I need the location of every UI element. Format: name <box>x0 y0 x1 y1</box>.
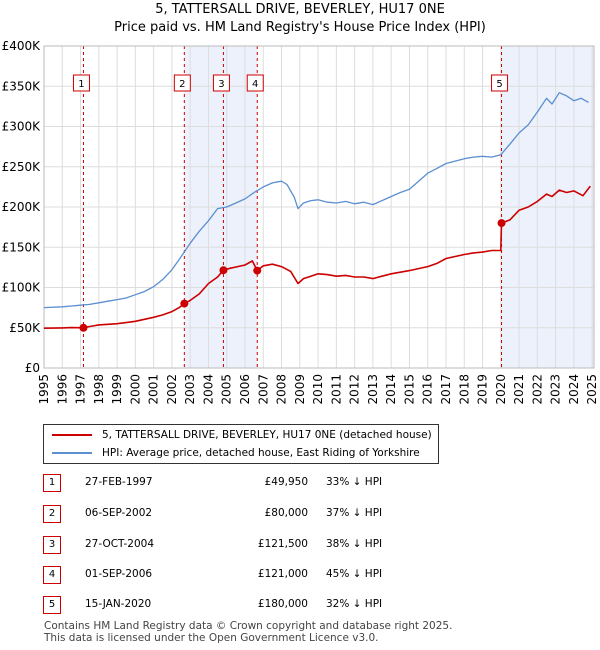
x-tick-label: 1999 <box>110 374 124 405</box>
transaction-row: 1 27-FEB-1997 £49,950 33% ↓ HPI <box>43 474 563 494</box>
x-tick-label: 2013 <box>366 374 380 405</box>
transaction-hpi: 33% ↓ HPI <box>326 476 383 488</box>
x-tick-label: 2006 <box>238 374 252 405</box>
sale-number-box <box>173 74 191 92</box>
x-tick-label: 2019 <box>476 374 490 405</box>
x-tick-label: 2021 <box>512 374 526 405</box>
y-tick-label: £250K <box>2 160 42 174</box>
legend-swatch-hpi <box>52 452 92 454</box>
x-tick-label: 2025 <box>585 374 599 405</box>
x-tick-label: 2016 <box>421 374 435 405</box>
x-tick-label: 2004 <box>201 374 215 405</box>
y-tick-label: £100K <box>2 281 42 295</box>
x-tick-label: 2007 <box>256 374 270 405</box>
sale-number-label: 2 <box>179 79 185 90</box>
transaction-number: 1 <box>43 474 61 492</box>
x-tick-label: 2002 <box>165 374 179 405</box>
transaction-date: 01-SEP-2006 <box>85 568 153 580</box>
transaction-hpi: 45% ↓ HPI <box>326 568 383 580</box>
legend: 5, TATTERSALL DRIVE, BEVERLEY, HU17 0NE … <box>43 424 439 464</box>
transaction-row: 2 06-SEP-2002 £80,000 37% ↓ HPI <box>43 505 563 525</box>
transaction-price: £49,950 <box>264 476 308 488</box>
sale-number-box <box>72 74 90 92</box>
x-tick-label: 2020 <box>494 374 508 405</box>
y-tick-label: £300K <box>2 120 42 134</box>
sale-number-label: 1 <box>78 79 84 90</box>
sale-point <box>497 219 506 228</box>
sale-point <box>79 323 88 332</box>
x-tick-label: 2015 <box>402 374 416 405</box>
x-tick-label: 2009 <box>293 374 307 405</box>
sale-number-box <box>491 74 509 92</box>
transaction-price: £121,000 <box>257 568 308 580</box>
x-tick-label: 2018 <box>457 374 471 405</box>
legend-label-hpi: HPI: Average price, detached house, East… <box>102 447 420 459</box>
legend-label-property: 5, TATTERSALL DRIVE, BEVERLEY, HU17 0NE … <box>102 429 432 441</box>
transaction-date: 27-OCT-2004 <box>85 538 154 550</box>
sale-number-label: 3 <box>218 79 224 90</box>
hpi-line <box>43 92 589 309</box>
y-tick-label: £400K <box>2 39 42 53</box>
y-tick-label: £350K <box>2 79 42 93</box>
x-tick-label: 1998 <box>92 374 106 405</box>
x-tick-label: 1995 <box>37 374 51 405</box>
footer-copyright: Contains HM Land Registry data © Crown c… <box>44 620 453 632</box>
sale-number-box <box>246 74 264 92</box>
x-tick-label: 2000 <box>128 374 142 405</box>
transaction-row: 4 01-SEP-2006 £121,000 45% ↓ HPI <box>43 566 563 586</box>
x-tick-label: 2024 <box>567 374 581 405</box>
x-tick-label: 1997 <box>74 374 88 405</box>
transaction-row: 3 27-OCT-2004 £121,500 38% ↓ HPI <box>43 536 563 556</box>
x-tick-label: 2003 <box>183 374 197 405</box>
transaction-date: 15-JAN-2020 <box>85 598 152 610</box>
sale-point <box>180 299 189 308</box>
x-tick-label: 2023 <box>549 374 563 405</box>
legend-swatch-property <box>52 434 92 436</box>
sale-number-label: 4 <box>252 79 258 90</box>
transaction-row: 5 15-JAN-2020 £180,000 32% ↓ HPI <box>43 596 563 616</box>
x-tick-label: 2012 <box>348 374 362 405</box>
sale-number-box <box>212 74 230 92</box>
x-tick-label: 2008 <box>275 374 289 405</box>
transaction-price: £80,000 <box>264 507 308 519</box>
footer: Contains HM Land Registry data © Crown c… <box>44 620 452 644</box>
chart-title: 5, TATTERSALL DRIVE, BEVERLEY, HU17 0NE <box>155 2 445 17</box>
y-tick-label: £0 <box>25 361 40 375</box>
transaction-date: 27-FEB-1997 <box>85 476 153 488</box>
transaction-price: £121,500 <box>257 538 308 550</box>
price-chart: 1 2 3 4 5 £0 £50K £100K £150K £200K £250K £300K £35… <box>2 39 600 405</box>
legend-item-hpi: HPI: Average price, detached house, East… <box>52 445 420 461</box>
transaction-date: 06-SEP-2002 <box>85 507 153 519</box>
plot-frame <box>43 45 595 369</box>
x-tick-label: 1996 <box>55 374 69 405</box>
chart-subtitle: Price paid vs. HM Land Registry's House … <box>114 20 486 35</box>
transaction-number: 3 <box>43 536 61 554</box>
y-tick-label: £200K <box>2 200 42 214</box>
x-tick-label: 2022 <box>530 374 544 405</box>
transaction-number: 5 <box>43 596 61 614</box>
sale-point <box>253 266 262 275</box>
legend-item-property: 5, TATTERSALL DRIVE, BEVERLEY, HU17 0NE … <box>52 427 432 443</box>
transaction-hpi: 37% ↓ HPI <box>326 507 383 519</box>
transaction-hpi: 38% ↓ HPI <box>326 538 383 550</box>
x-tick-label: 2005 <box>220 374 234 405</box>
property-price-line <box>43 185 591 329</box>
footer-licence: This data is licensed under the Open Gov… <box>44 632 379 644</box>
y-tick-label: £50K <box>9 321 41 335</box>
x-tick-label: 2010 <box>311 374 325 405</box>
x-tick-label: 2001 <box>147 374 161 405</box>
x-tick-label: 2011 <box>329 374 343 405</box>
x-tick-label: 2017 <box>439 374 453 405</box>
transaction-price: £180,000 <box>257 598 308 610</box>
sale-number-label: 5 <box>496 79 502 90</box>
transaction-number: 4 <box>43 566 61 584</box>
y-tick-label: £150K <box>2 240 42 254</box>
transaction-number: 2 <box>43 505 61 523</box>
transaction-hpi: 32% ↓ HPI <box>326 598 383 610</box>
x-tick-label: 2014 <box>384 374 398 405</box>
sale-point <box>219 266 228 275</box>
